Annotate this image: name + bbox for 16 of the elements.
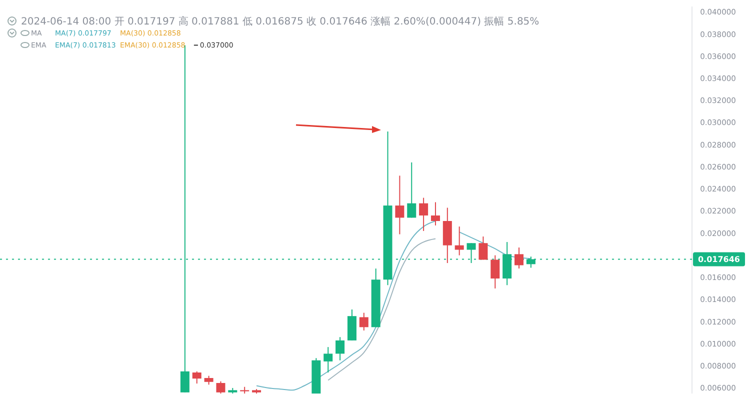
candlestick (336, 336, 345, 361)
candlestick (430, 202, 440, 226)
candlestick (216, 380, 226, 394)
candlestick (478, 236, 488, 260)
candlestick (324, 346, 333, 373)
ref-line-label: 0.017646 (698, 255, 740, 264)
candlestick (407, 162, 416, 218)
candlestick (419, 197, 428, 232)
candlestick (395, 175, 404, 235)
line-series (328, 238, 436, 381)
candlestick (514, 247, 524, 270)
candlestick (192, 370, 202, 384)
candlestick (454, 226, 464, 256)
candlestick (490, 254, 500, 289)
candlestick (359, 312, 368, 331)
annotation: 2024-06-14 08:00 开 0.017197 高 0.017881 低 0.016875 收 0.017646 涨幅 2.60%(0.000447) 振幅 5.85% (21, 16, 540, 28)
